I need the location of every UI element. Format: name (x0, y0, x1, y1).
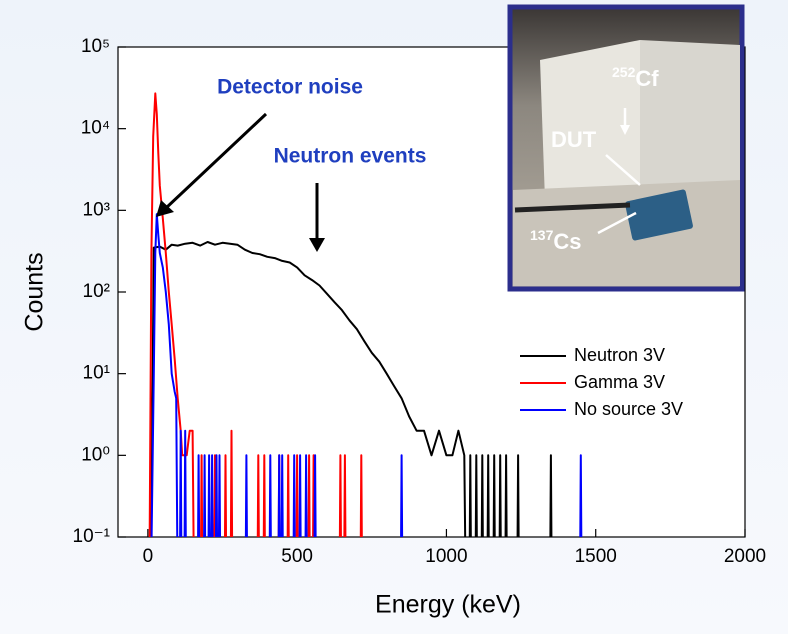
annotation: Neutron events (274, 145, 427, 168)
x-tick-label: 1500 (575, 546, 617, 567)
series-line (150, 213, 583, 537)
photo-box (625, 189, 693, 241)
photo-cable (514, 202, 631, 213)
series-line (150, 241, 553, 537)
y-axis-title: Counts (21, 252, 49, 331)
y-tick-label: 10² (83, 281, 110, 302)
photo-block (640, 40, 740, 190)
inset-label-text: Cs (553, 229, 581, 254)
series-line (148, 92, 363, 537)
x-tick-label: 0 (143, 546, 154, 567)
y-tick-label: 10⁵ (81, 36, 110, 57)
x-tick-label: 2000 (724, 546, 766, 567)
legend-label: Gamma 3V (574, 372, 665, 392)
inset-label-sup: 252 (612, 64, 636, 80)
arrowhead (309, 238, 325, 252)
inset-arrow (597, 211, 637, 235)
inset-label: 252Cf (612, 64, 659, 91)
y-tick-label: 10³ (83, 199, 110, 220)
y-tick-label: 10¹ (83, 363, 110, 384)
inset-arrow (605, 154, 641, 186)
legend-label: Neutron 3V (574, 345, 665, 365)
legend-label: No source 3V (574, 399, 683, 419)
photo-block (540, 40, 640, 200)
inset-photo: 252Cf DUT 137Cs (507, 4, 745, 292)
inset-label-text: Cf (635, 66, 659, 91)
arrowhead (620, 125, 630, 135)
x-axis-title: Energy (keV) (375, 591, 521, 619)
annotation: Detector noise (217, 76, 363, 99)
inset-label-sup: 137 (530, 227, 554, 243)
inset-label: 137Cs (530, 227, 581, 254)
y-tick-label: 10⁻¹ (73, 526, 111, 547)
annotation-arrow (164, 112, 268, 210)
x-tick-label: 1000 (425, 546, 467, 567)
x-tick-label: 500 (281, 546, 313, 567)
y-tick-label: 10⁴ (81, 118, 110, 139)
y-tick-label: 10⁰ (81, 444, 110, 465)
inset-label: DUT (551, 127, 597, 152)
arrowhead (156, 200, 174, 217)
